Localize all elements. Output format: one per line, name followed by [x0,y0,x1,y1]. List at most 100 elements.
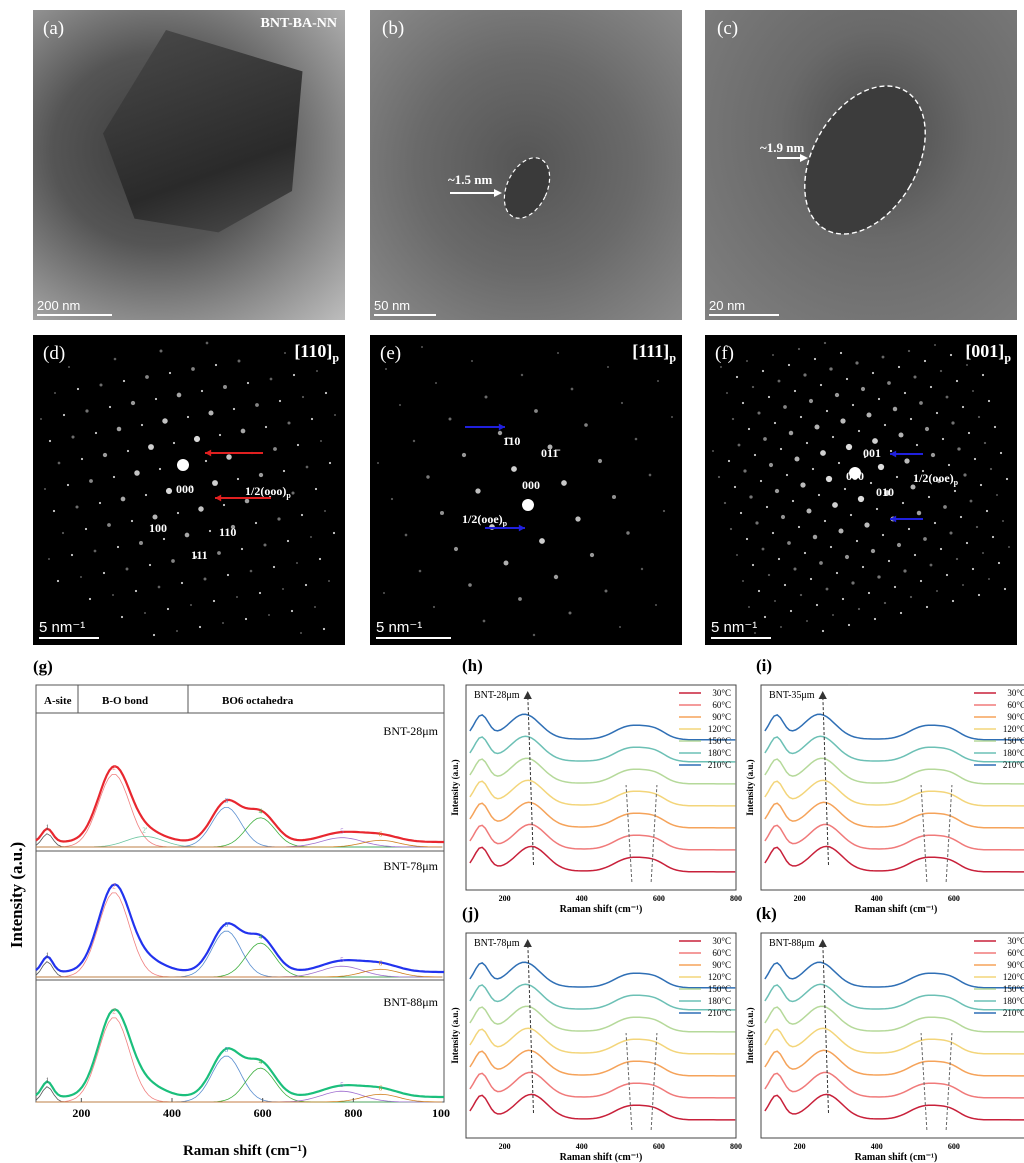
diffraction-spot [453,546,459,552]
diffraction-spot [736,554,738,556]
diffraction-spot [936,590,938,592]
superlattice-spot [949,353,953,357]
peak-label: 6 [379,1084,383,1092]
superlattice-spot [102,571,106,575]
diffraction-spot [884,490,890,496]
spot-label-110: 110 [219,525,236,539]
superlattice-spot [915,443,919,447]
superlattice-spot [176,511,180,515]
diffraction-spot [198,506,204,512]
diffraction-spot [780,626,782,628]
superlattice-spot [815,603,819,607]
diffraction-spot [484,395,488,399]
diffraction-spot [404,533,408,537]
diffraction-spot [761,547,765,551]
superlattice-spot [264,425,268,429]
superlattice-spot [835,571,839,575]
diffraction-spot [840,418,846,424]
superlattice-spot [735,375,739,379]
diffraction-spot [208,410,214,416]
superlattice-spot [845,377,849,381]
diffraction-spot [230,524,236,530]
diffraction-spot [277,517,281,521]
shift-guide [920,1032,928,1131]
superlattice-spot [903,391,907,395]
diffraction-spot [301,395,305,399]
diffraction-spot [223,385,227,389]
superlattice-spot [296,443,300,447]
diffraction-spot [887,381,891,385]
superlattice-spot [979,483,983,487]
diffraction-spot [184,532,190,538]
diffraction-spot [907,349,911,353]
x-tick-label: 200 [794,1142,806,1151]
superlattice-spot [875,507,879,511]
superlattice-spot [98,501,102,505]
shift-guide [650,1032,658,1131]
diffraction-spot [996,494,998,496]
spectrum-line [469,961,736,989]
diffraction-spot [134,470,140,476]
diffraction-spot [767,573,771,577]
diffraction-spot [284,352,286,354]
spectrum-line [469,801,736,829]
shift-guide [625,1032,633,1131]
diffraction-spot [851,581,855,585]
diffraction-spot [988,578,990,580]
superlattice-spot [733,485,737,489]
superlattice-spot [921,469,925,473]
superlattice-spot [80,457,84,461]
blue-arrow-head [890,515,897,523]
diffraction-spot [191,367,195,371]
superlattice-spot [783,583,787,587]
diffraction-spot [568,611,572,615]
x-tick-label: 600 [948,1142,960,1151]
superlattice-spot [773,421,777,425]
fit-component [36,1090,443,1103]
superlattice-spot [821,629,825,633]
superlattice-spot [172,441,176,445]
diffraction-spot [597,458,603,464]
diffraction-spot [130,400,136,406]
superlattice-spot [94,431,98,435]
superlattice-spot [987,399,991,403]
fit-component [36,930,443,978]
panel-e: 1̄10 011̄ 000 1/2(ooe)p (e) [111]p 5 nm⁻¹ [370,335,682,645]
red-arrow-head [205,449,212,457]
superlattice-spot [322,627,326,631]
diffraction-spot [892,406,898,412]
spectrum-line [764,757,1024,785]
diffraction-spot [820,450,826,456]
diffraction-spot [212,480,218,486]
superlattice-spot [819,383,823,387]
spectrum-line [764,1071,1024,1099]
diffraction-spot [923,537,927,541]
diffraction-spot [806,620,808,622]
superlattice-spot [152,633,156,637]
fit-component [36,968,443,978]
diffraction-spot [532,633,536,637]
diffraction-spot [48,558,50,560]
diffraction-spot [751,385,755,389]
temperature-raman-charts: (h) BNT-28μm 30°C 60°C 90°C 120°C 150°C 180°C 21… [450,656,1024,1163]
legend-label: 30°C [712,936,731,946]
blue-arrow-head [518,524,525,532]
superlattice-spot [803,551,807,555]
diffraction-spot [872,438,878,444]
diffraction-spot [589,552,595,558]
spot-label-001: 001 [863,446,881,460]
superlattice-spot [84,527,88,531]
diffraction-spot [929,563,933,567]
superlattice-spot [318,557,322,561]
diffraction-spot [316,370,318,372]
x-tick-label: 600 [653,894,665,903]
superlattice-spot [765,505,769,509]
x-tick-label: 600 [254,1106,272,1120]
diffraction-spot [777,379,781,383]
superlattice-spot [1005,477,1009,481]
zone-axis-e: [111]p [632,341,676,365]
diffraction-spot [305,465,309,469]
fit-component [36,1093,443,1103]
diffraction-spot [626,531,630,535]
superlattice-spot [761,369,765,373]
